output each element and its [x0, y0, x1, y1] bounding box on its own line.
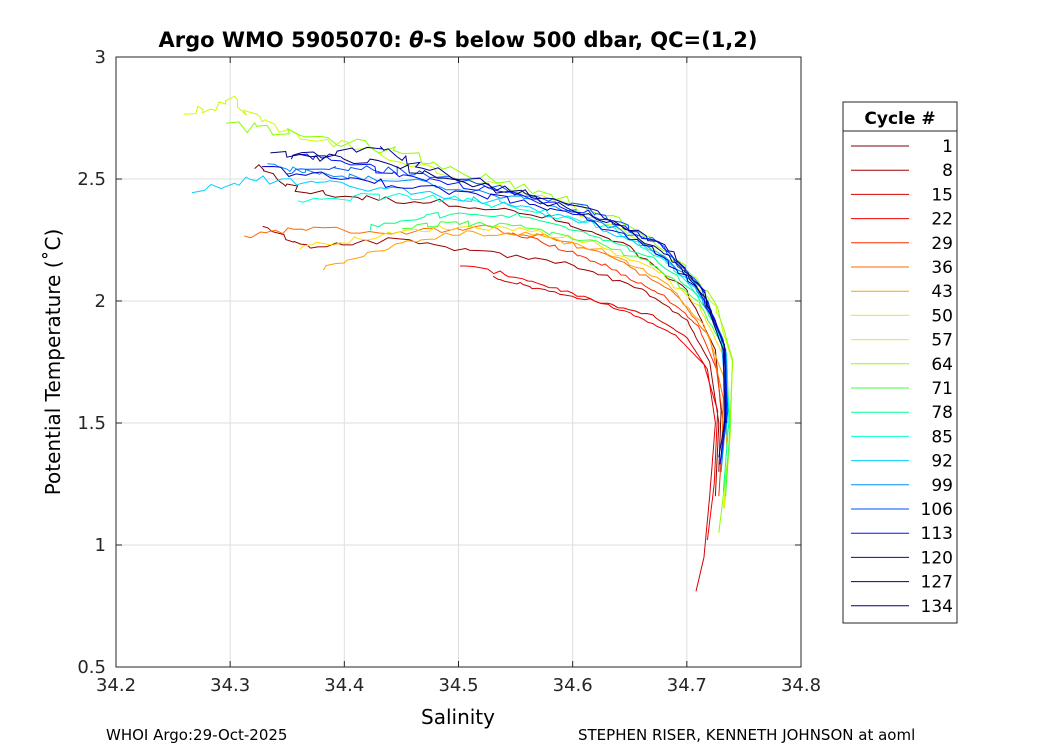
legend-label-cycle-120: 120: [921, 548, 953, 568]
legend-title: Cycle #: [864, 109, 935, 129]
legend-label-cycle-8: 8: [942, 161, 953, 181]
series-line-cycle-36: [244, 224, 724, 472]
chart-title: Argo WMO 5905070: θ-S below 500 dbar, QC…: [158, 28, 757, 52]
x-axis-label: Salinity: [421, 705, 495, 729]
series-line-cycle-92: [191, 175, 728, 436]
legend-label-cycle-57: 57: [931, 331, 953, 351]
legend-label-cycle-113: 113: [921, 524, 953, 544]
x-tick-label: 34.4: [324, 675, 364, 696]
legend-label-cycle-99: 99: [931, 476, 953, 496]
legend-box: [842, 101, 958, 624]
legend-label-cycle-64: 64: [931, 355, 953, 375]
legend: Cycle # 1 8 15 22 29 36 43 50 57 64 71 78 85 92 99 106 11…: [842, 101, 958, 624]
y-tick-label: 3: [95, 47, 106, 68]
plot-area: 34.2 34.3 34.4 34.5 34.6 34.7 34.8 0.5 1 1.5 2 2.5 3: [77, 47, 821, 696]
series-line-cycle-134: [270, 150, 726, 458]
series-line-cycle-64: [226, 121, 734, 533]
x-tick-label: 34.2: [96, 675, 136, 696]
x-tick-label: 34.5: [438, 675, 478, 696]
series-line-cycle-43: [323, 230, 728, 448]
legend-label-cycle-106: 106: [921, 500, 953, 520]
legend-label-cycle-127: 127: [921, 573, 953, 593]
legend-label-cycle-85: 85: [931, 427, 953, 447]
series-line-cycle-127: [290, 146, 727, 424]
legend-label-cycle-92: 92: [931, 452, 953, 472]
series-line-cycle-22: [459, 265, 719, 541]
footer-right: STEPHEN RISER, KENNETH JOHNSON at aoml: [578, 726, 916, 744]
legend-label-cycle-71: 71: [931, 379, 953, 399]
legend-label-cycle-1: 1: [942, 137, 953, 157]
y-tick-label: 0.5: [77, 657, 106, 678]
x-tick-label: 34.8: [781, 675, 821, 696]
legend-label-cycle-43: 43: [931, 282, 953, 302]
series-line-cycle-15: [492, 275, 716, 592]
legend-label-cycle-29: 29: [931, 234, 953, 254]
legend-label-cycle-134: 134: [921, 597, 953, 617]
y-axis-label: Potential Temperature (˚C): [41, 229, 65, 496]
legend-label-cycle-78: 78: [931, 403, 953, 423]
series-line-cycle-29: [512, 232, 724, 497]
x-tick-label: 34.6: [553, 675, 593, 696]
y-tick-label: 1.5: [77, 413, 106, 434]
x-tick-label: 34.3: [210, 675, 250, 696]
footer-left: WHOI Argo:29-Oct-2025: [106, 726, 288, 744]
legend-label-cycle-36: 36: [931, 258, 953, 278]
y-tick-label: 1: [95, 535, 106, 556]
x-tick-label: 34.7: [667, 675, 707, 696]
y-tick-label: 2: [95, 291, 106, 312]
legend-label-cycle-15: 15: [931, 185, 953, 205]
y-tick-label: 2.5: [77, 169, 106, 190]
legend-label-cycle-50: 50: [931, 306, 953, 326]
legend-label-cycle-22: 22: [931, 210, 953, 230]
series-line-cycle-8: [262, 225, 720, 497]
